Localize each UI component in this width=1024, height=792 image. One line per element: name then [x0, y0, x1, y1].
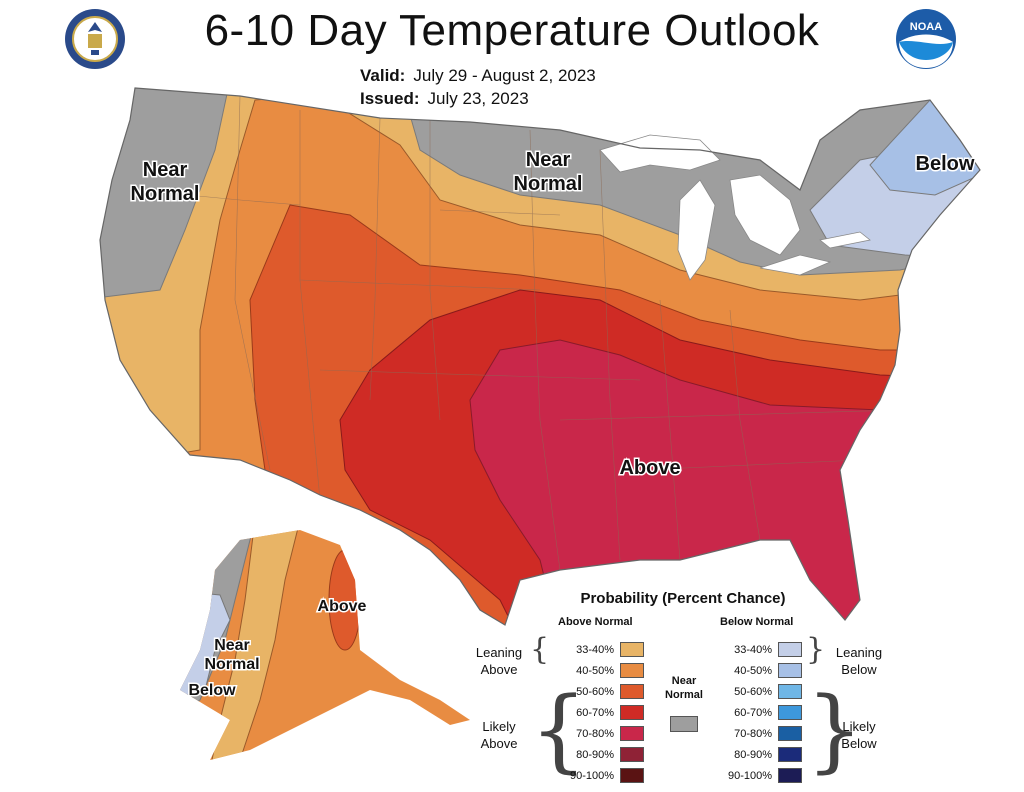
legend-swatch [620, 768, 644, 783]
legend-swatch [778, 642, 802, 657]
legend-swatch [620, 747, 644, 762]
legend-below-row: 50-60% [720, 684, 802, 699]
legend-range-label: 60-70% [576, 706, 614, 719]
legend-below-row: 33-40% [720, 642, 802, 657]
legend-range-label: 80-90% [576, 748, 614, 761]
legend-range-label: 33-40% [576, 643, 614, 656]
legend-swatch [778, 684, 802, 699]
legend-below-row: 40-50% [720, 663, 802, 678]
legend-range-label: 90-100% [569, 769, 614, 782]
valid-value: July 29 - August 2, 2023 [413, 66, 596, 85]
legend-above-header: Above Normal [558, 616, 633, 628]
legend-likely-above: Likely Above [480, 719, 518, 751]
legend-likely-below: Likely Below [841, 719, 877, 751]
valid-label: Valid: [360, 66, 406, 85]
legend-swatch [620, 663, 644, 678]
label-alaska-east: Above [318, 598, 367, 615]
legend-above-row: 60-70% [562, 705, 644, 720]
legend-swatch [778, 747, 802, 762]
issued-date: Issued: July 23, 2023 [360, 89, 529, 109]
legend-range-label: 40-50% [734, 664, 772, 677]
legend-above-row: 33-40% [562, 642, 644, 657]
legend-range-label: 50-60% [576, 685, 614, 698]
label-north-central: Near Normal [514, 149, 583, 195]
brace-icon: } [806, 632, 826, 667]
legend-swatch [778, 726, 802, 741]
legend-range-label: 40-50% [576, 664, 614, 677]
legend-leaning-above: Leaning Above [475, 645, 523, 677]
legend-range-label: 33-40% [734, 643, 772, 656]
legend-above-row: 70-80% [562, 726, 644, 741]
legend-above-row: 50-60% [562, 684, 644, 699]
conus-outline [99, 87, 981, 626]
svg-text:NOAA: NOAA [910, 21, 942, 33]
legend-range-label: 80-90% [734, 748, 772, 761]
brace-icon: { [530, 632, 550, 667]
legend-swatch [778, 705, 802, 720]
legend-above-row: 40-50% [562, 663, 644, 678]
label-alaska-southwest: Below [188, 682, 236, 699]
state-borders [134, 95, 901, 571]
legend-swatch [620, 642, 644, 657]
label-south: Above [619, 457, 680, 479]
legend-below-row: 90-100% [720, 768, 802, 783]
legend-below-row: 60-70% [720, 705, 802, 720]
legend: Probability (Percent Chance) Above Norma… [458, 590, 928, 790]
noaa-logo-icon: NOAA [896, 9, 956, 69]
commerce-seal-icon [65, 9, 125, 69]
legend-range-label: 60-70% [734, 706, 772, 719]
label-northwest: Near Normal [131, 159, 200, 205]
legend-range-label: 70-80% [576, 727, 614, 740]
legend-swatch [778, 663, 802, 678]
legend-below-row: 70-80% [720, 726, 802, 741]
legend-leaning-below: Leaning Below [835, 645, 883, 677]
valid-dates: Valid: July 29 - August 2, 2023 [360, 66, 596, 86]
legend-above-row: 80-90% [562, 747, 644, 762]
legend-near-normal-header: Near Normal [665, 675, 703, 701]
legend-swatch [620, 684, 644, 699]
brace-icon: { [530, 678, 588, 783]
legend-below-row: 80-90% [720, 747, 802, 762]
legend-title: Probability (Percent Chance) [580, 590, 786, 607]
legend-range-label: 70-80% [734, 727, 772, 740]
brace-icon: } [806, 678, 864, 783]
legend-near-normal-swatch [670, 716, 698, 732]
legend-swatch [620, 726, 644, 741]
legend-swatch [620, 705, 644, 720]
great-lakes [599, 134, 871, 281]
legend-below-header: Below Normal [720, 616, 794, 628]
map-title: 6-10 Day Temperature Outlook [204, 6, 820, 55]
legend-range-label: 50-60% [734, 685, 772, 698]
issued-label: Issued: [360, 89, 420, 108]
legend-range-label: 90-100% [727, 769, 772, 782]
legend-swatch [778, 768, 802, 783]
label-northeast: Below [916, 153, 975, 175]
legend-above-row: 90-100% [562, 768, 644, 783]
issued-value: July 23, 2023 [427, 89, 529, 108]
label-alaska-west: Near Normal [204, 637, 259, 673]
